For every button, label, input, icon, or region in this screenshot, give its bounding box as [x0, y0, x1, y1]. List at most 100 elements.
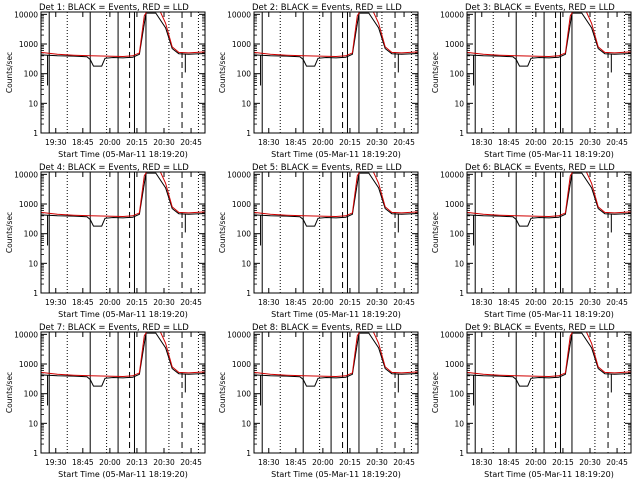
- y-tick-label: 10000: [14, 330, 38, 339]
- y-axis-label: Counts/sec: [431, 372, 440, 413]
- x-tick-label: 18:45: [285, 298, 307, 307]
- y-tick-label: 1000: [232, 360, 251, 369]
- x-tick-label: 20:00: [99, 298, 121, 307]
- detector-panel-8: Det 8: BLACK = Events, RED = LLD Counts/s…: [213, 320, 426, 480]
- x-tick-label: 20:15: [339, 458, 361, 467]
- y-axis-label: Counts/sec: [5, 372, 14, 413]
- x-tick-label: 20:45: [393, 458, 415, 467]
- x-tick-label: 20:15: [126, 138, 148, 147]
- y-tick-label: 1: [246, 289, 251, 298]
- detector-panel-4: Det 4: BLACK = Events, RED = LLD Counts/s…: [0, 160, 213, 320]
- x-tick-label: 20:45: [606, 298, 628, 307]
- y-axis-label: Counts/sec: [218, 372, 227, 413]
- y-tick-label: 100: [450, 390, 465, 399]
- x-tick-label: 20:15: [339, 298, 361, 307]
- series-line-black: [254, 332, 418, 387]
- y-tick-label: 10000: [227, 170, 251, 179]
- plot-frame: [466, 331, 632, 454]
- y-axis-label: Counts/sec: [5, 52, 14, 93]
- detector-panel-7: Det 7: BLACK = Events, RED = LLD Counts/s…: [0, 320, 213, 480]
- series-line-red: [254, 12, 418, 58]
- plot-frame: [466, 171, 632, 294]
- chart-svg-4: Det 4: BLACK = Events, RED = LLD Counts/s…: [5, 163, 206, 319]
- chart-svg-2: Det 2: BLACK = Events, RED = LLD Counts/s…: [218, 3, 419, 159]
- series-line-black: [41, 172, 205, 227]
- chart-title: Det 9: BLACK = Events, RED = LLD: [465, 323, 615, 333]
- y-tick-label: 1000: [19, 360, 38, 369]
- x-tick-label: 20:45: [606, 138, 628, 147]
- y-tick-label: 1: [459, 289, 464, 298]
- x-tick-label: 20:00: [525, 138, 547, 147]
- x-tick-label: 18:45: [72, 458, 94, 467]
- y-tick-label: 10: [454, 419, 464, 428]
- series-line-black: [467, 332, 631, 387]
- y-tick-label: 10: [454, 99, 464, 108]
- y-tick-label: 1: [33, 129, 38, 138]
- x-tick-label: 20:13: [126, 458, 148, 467]
- y-tick-label: 1: [459, 449, 464, 458]
- series-line-black: [254, 172, 418, 227]
- y-tick-label: 100: [237, 390, 252, 399]
- x-tick-label: 18:45: [498, 298, 520, 307]
- x-tick-label: 20:00: [525, 458, 547, 467]
- series-line-red: [467, 172, 631, 218]
- x-axis-label: Start Time (05-Mar-11 18:19:20): [271, 470, 401, 479]
- x-axis-label: Start Time (05-Mar-11 18:19:20): [58, 310, 188, 319]
- chart-svg-7: Det 7: BLACK = Events, RED = LLD Counts/s…: [5, 323, 206, 479]
- x-tick-label: 20:30: [153, 298, 175, 307]
- x-tick-label: 18:45: [285, 458, 307, 467]
- x-tick-label: 20:15: [126, 298, 148, 307]
- x-tick-label: 20:30: [366, 458, 388, 467]
- detector-panel-3: Det 3: BLACK = Events, RED = LLD Counts/s…: [426, 0, 639, 160]
- chart-svg-1: Det 1: BLACK = Events, RED = LLD Counts/s…: [5, 3, 206, 159]
- series-line-red: [254, 332, 418, 378]
- y-tick-label: 1000: [232, 40, 251, 49]
- chart-svg-8: Det 8: BLACK = Events, RED = LLD Counts/s…: [218, 323, 419, 479]
- x-tick-label: 18:45: [72, 298, 94, 307]
- chart-svg-5: Det 5: BLACK = Events, RED = LLD Counts/s…: [218, 163, 419, 319]
- x-tick-label: 20:00: [99, 138, 121, 147]
- y-tick-label: 100: [24, 390, 39, 399]
- plot-frame: [40, 331, 206, 454]
- y-tick-label: 1000: [445, 40, 464, 49]
- chart-title: Det 6: BLACK = Events, RED = LLD: [465, 163, 615, 173]
- chart-title: Det 1: BLACK = Events, RED = LLD: [39, 3, 189, 13]
- x-tick-label: 18:30: [471, 458, 493, 467]
- y-tick-label: 1: [33, 289, 38, 298]
- y-tick-label: 100: [450, 230, 465, 239]
- y-tick-label: 10: [28, 259, 38, 268]
- series-line-black: [254, 12, 418, 67]
- x-tick-label: 20:00: [312, 298, 334, 307]
- y-tick-label: 1: [246, 129, 251, 138]
- x-axis-label: Start Time (05-Mar-11 18:19:20): [271, 310, 401, 319]
- x-axis-label: Start Time (05-Mar-11 18:19:20): [58, 470, 188, 479]
- x-tick-label: 20:45: [180, 138, 202, 147]
- chart-title: Det 5: BLACK = Events, RED = LLD: [252, 163, 402, 173]
- y-tick-label: 100: [237, 70, 252, 79]
- x-tick-label: 20:15: [552, 138, 574, 147]
- x-tick-label: 20:45: [393, 138, 415, 147]
- series-line-red: [41, 172, 205, 218]
- y-tick-label: 100: [237, 230, 252, 239]
- y-tick-label: 10000: [227, 330, 251, 339]
- series-line-red: [41, 332, 205, 378]
- x-tick-label: 20:30: [579, 458, 601, 467]
- series-line-black: [467, 12, 631, 67]
- y-tick-label: 1000: [19, 200, 38, 209]
- detector-panel-5: Det 5: BLACK = Events, RED = LLD Counts/s…: [213, 160, 426, 320]
- y-tick-label: 1000: [445, 200, 464, 209]
- series-line-red: [467, 332, 631, 378]
- y-axis-label: Counts/sec: [218, 212, 227, 253]
- plot-frame: [253, 11, 419, 134]
- plot-frame: [253, 171, 419, 294]
- y-tick-label: 10000: [227, 10, 251, 19]
- x-tick-label: 20:00: [525, 298, 547, 307]
- series-line-red: [467, 12, 631, 58]
- y-tick-label: 100: [24, 230, 39, 239]
- x-tick-label: 18:30: [258, 458, 280, 467]
- y-tick-label: 10: [28, 419, 38, 428]
- y-tick-label: 10: [241, 419, 251, 428]
- y-tick-label: 1: [459, 129, 464, 138]
- x-tick-label: 20:45: [180, 298, 202, 307]
